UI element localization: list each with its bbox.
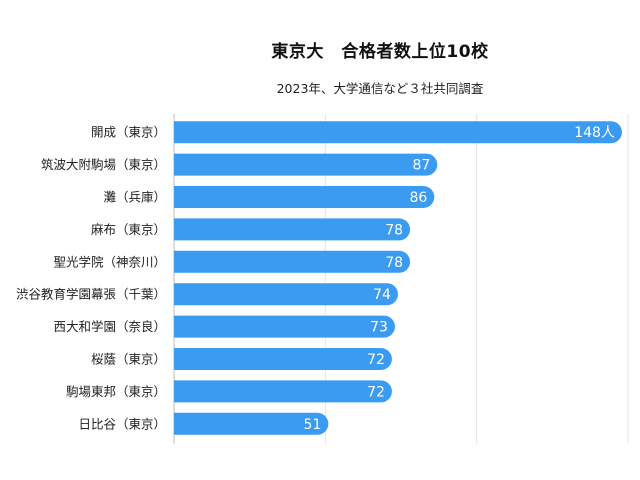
- chart-title: 東京大 合格者数上位10校: [271, 42, 489, 62]
- value-label: 86: [409, 190, 427, 206]
- category-label: 桜蔭（東京）: [91, 352, 166, 367]
- bar: [174, 121, 622, 144]
- category-label: 聖光学院（神奈川）: [53, 254, 166, 269]
- category-label: 西大和学園（奈良）: [53, 319, 166, 334]
- category-label: 麻布（東京）: [91, 222, 166, 237]
- chart-subtitle: 2023年、大学通信など３社共同調査: [276, 81, 484, 96]
- value-label: 73: [370, 320, 388, 336]
- category-label: 駒場東邦（東京）: [66, 384, 166, 399]
- value-label: 78: [385, 255, 403, 271]
- bar: [174, 218, 411, 241]
- bar: [174, 283, 398, 306]
- value-label: 78: [385, 222, 403, 238]
- bar: [174, 153, 438, 176]
- bar: [174, 315, 395, 338]
- bar: [174, 412, 329, 435]
- bar: [174, 348, 392, 370]
- category-label: 日比谷（東京）: [78, 416, 166, 431]
- value-label: 72: [367, 352, 385, 368]
- category-label: 灘（兵庫）: [103, 190, 166, 205]
- value-label: 51: [304, 417, 322, 433]
- bar: [174, 250, 411, 273]
- value-label: 87: [412, 158, 430, 174]
- bar: [174, 186, 435, 208]
- category-label: 筑波大附駒場（東京）: [41, 157, 166, 172]
- value-label: 74: [373, 287, 391, 303]
- category-label: 渋谷教育学園幕張（千葉）: [16, 287, 166, 302]
- value-label: 148人: [574, 125, 615, 141]
- category-label: 開成（東京）: [91, 125, 166, 140]
- bar: [174, 380, 392, 403]
- value-label: 72: [367, 384, 385, 400]
